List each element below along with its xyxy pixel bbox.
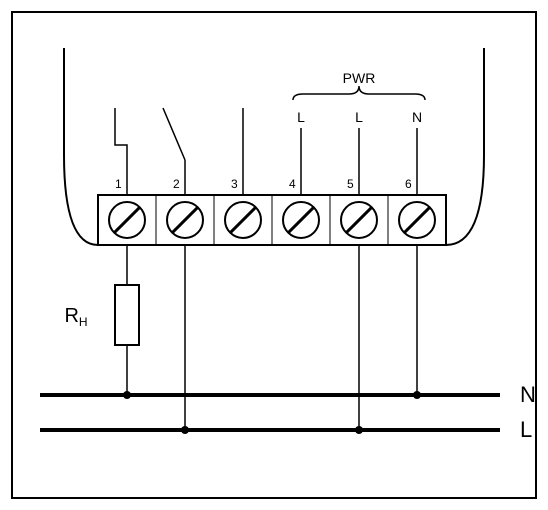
terminal-number: 2 [173,177,180,191]
terminal-number: 4 [289,177,296,191]
terminal-number: 5 [347,177,354,191]
terminal-number: 1 [115,177,122,191]
terminal-number: 3 [231,177,238,191]
outer-frame [12,12,536,498]
resistor-rh [115,285,139,345]
terminal-number: 6 [405,177,412,191]
bus-l-label: L [520,417,532,442]
junction-dot [123,391,131,399]
pwr-pin-label: L [297,109,305,125]
junction-dot [181,426,189,434]
pwr-pin-label: L [355,109,363,125]
bus-n-label: N [520,382,536,407]
junction-dot [355,426,363,434]
junction-dot [413,391,421,399]
pwr-label: PWR [343,70,376,86]
pwr-pin-label: N [412,109,422,125]
